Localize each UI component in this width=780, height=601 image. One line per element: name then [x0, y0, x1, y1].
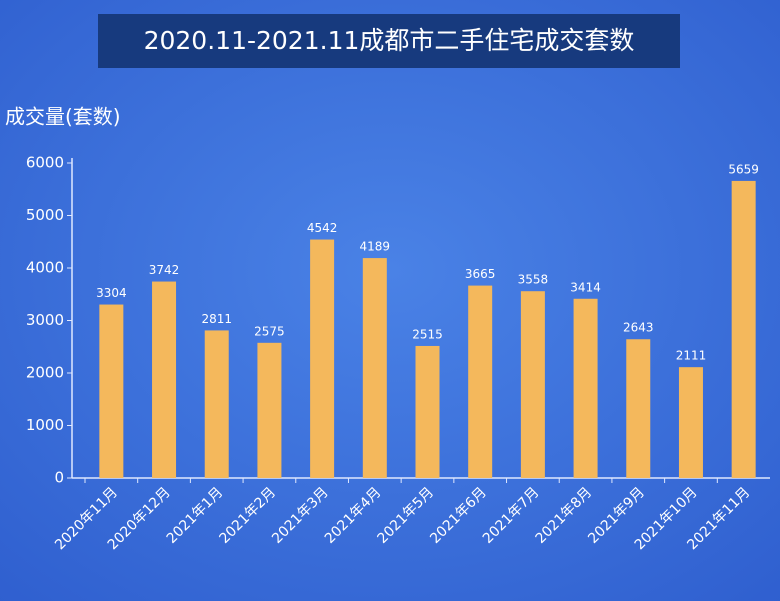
bar — [152, 281, 177, 478]
value-label: 2643 — [623, 321, 654, 335]
bar — [468, 285, 493, 478]
value-label: 3414 — [570, 280, 601, 294]
bar — [678, 367, 703, 478]
bar — [310, 239, 335, 478]
y-tick-label: 6000 — [26, 154, 64, 172]
value-label: 4542 — [307, 221, 338, 235]
y-tick-label: 0 — [54, 469, 64, 487]
y-axis-label: 成交量(套数) — [5, 105, 121, 129]
bar — [415, 345, 440, 478]
bar — [257, 342, 282, 478]
value-label: 3558 — [518, 273, 549, 287]
y-tick-label: 2000 — [26, 364, 64, 382]
value-label: 3665 — [465, 267, 496, 281]
value-label: 3304 — [96, 286, 127, 300]
bar — [520, 291, 545, 478]
y-tick-label: 5000 — [26, 206, 64, 224]
bar — [99, 304, 124, 478]
bar — [362, 258, 387, 478]
value-label: 2575 — [254, 324, 285, 338]
title-box — [98, 14, 680, 68]
value-label: 2811 — [201, 312, 232, 326]
bar — [204, 330, 229, 478]
value-label: 4189 — [360, 240, 391, 254]
y-tick-label: 4000 — [26, 259, 64, 277]
value-label: 2111 — [676, 349, 707, 363]
bar — [626, 339, 651, 478]
y-tick-label: 3000 — [26, 311, 64, 329]
value-label: 5659 — [728, 162, 759, 176]
bar — [573, 298, 598, 478]
chart-title: 2020.11-2021.11成都市二手住宅成交套数 — [144, 26, 635, 55]
bar — [731, 180, 756, 478]
value-label: 3742 — [149, 263, 180, 277]
y-tick-label: 1000 — [26, 416, 64, 434]
value-label: 2515 — [412, 327, 443, 341]
